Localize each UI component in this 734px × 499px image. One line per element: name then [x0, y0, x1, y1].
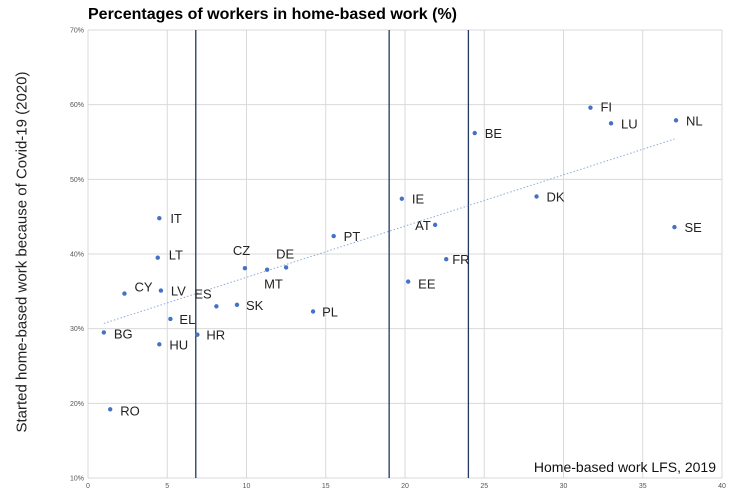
x-tick-label: 5 [165, 483, 169, 490]
point-label-ro: RO [120, 403, 140, 418]
point-label-ee: EE [418, 277, 436, 292]
data-points: RO BG CY HU LV LT IT EL HR ES SK CZ MT DE PL PT IE EE AT FR… [101, 100, 703, 418]
data-point-it [157, 215, 162, 221]
data-point-hr [195, 332, 200, 337]
data-point-pl [310, 309, 316, 314]
point-label-it: IT [170, 211, 182, 226]
point-label-fr: FR [452, 252, 469, 267]
data-point-nl [673, 118, 679, 123]
data-point-lv [158, 288, 164, 293]
data-point-lu [608, 121, 614, 126]
point-label-pt: PT [344, 229, 361, 244]
data-point-de [283, 265, 289, 270]
point-label-hr: HR [206, 328, 225, 343]
point-label-lv: LV [171, 284, 186, 299]
data-point-dk [534, 194, 539, 199]
x-tick-label: 10 [243, 483, 251, 490]
point-label-ie: IE [412, 192, 425, 207]
data-point-cy [122, 291, 127, 296]
point-label-at: AT [415, 218, 431, 233]
point-label-mt: MT [264, 277, 283, 292]
point-label-nl: NL [686, 113, 703, 128]
y-tick-label: 10% [70, 476, 84, 483]
data-point-ie [399, 196, 405, 201]
data-point-pt [331, 233, 336, 239]
data-point-bg [101, 330, 107, 335]
y-tick-label: 40% [70, 252, 84, 259]
point-label-fi: FI [600, 100, 612, 115]
point-label-cz: CZ [233, 243, 250, 258]
point-label-cy: CY [134, 280, 152, 295]
x-axis-annotation: Home-based work LFS, 2019 [534, 459, 716, 475]
data-point-fi [588, 105, 593, 110]
point-label-bg: BG [114, 326, 133, 341]
vertical-reference-lines [195, 30, 470, 478]
data-point-se [672, 224, 677, 230]
point-label-be: BE [485, 126, 503, 141]
data-point-at [432, 222, 438, 228]
x-tick-label: 20 [401, 483, 409, 490]
data-point-mt [264, 267, 270, 272]
point-label-hu: HU [169, 337, 188, 352]
data-point-ro [107, 407, 113, 412]
data-point-cz [242, 265, 248, 271]
point-label-lt: LT [169, 248, 183, 263]
y-tick-label: 20% [70, 401, 84, 408]
point-label-se: SE [684, 220, 702, 235]
x-tick-label: 30 [560, 483, 568, 490]
data-point-ee [405, 279, 411, 284]
point-label-de: DE [276, 246, 294, 261]
point-label-dk: DK [547, 190, 565, 205]
x-tick-label: 25 [480, 483, 488, 490]
data-point-sk [234, 302, 240, 307]
data-point-fr [444, 257, 449, 262]
point-label-es: ES [194, 286, 212, 301]
x-tick-label: 40 [718, 483, 726, 490]
tick-labels: 10% 20% 30% 40% 50% 60% 70% 0 5 10 15 20 25 30 35 40 [70, 28, 726, 491]
grid-layer [87, 29, 723, 479]
x-tick-label: 15 [322, 483, 330, 490]
point-label-el: EL [179, 312, 195, 327]
data-point-es [214, 304, 219, 309]
point-label-sk: SK [246, 298, 264, 313]
data-point-hu [157, 342, 162, 347]
y-tick-label: 60% [70, 102, 84, 109]
y-tick-label: 70% [70, 28, 84, 35]
x-tick-label: 0 [86, 483, 90, 490]
y-tick-label: 30% [70, 326, 84, 333]
y-tick-label: 50% [70, 177, 84, 184]
chart-title: Percentages of workers in home-based wor… [88, 6, 457, 23]
point-label-pl: PL [322, 304, 338, 319]
point-label-lu: LU [621, 116, 638, 131]
x-tick-label: 35 [639, 483, 647, 490]
data-point-lt [155, 255, 160, 260]
data-point-el [168, 316, 173, 322]
data-point-be [472, 130, 477, 136]
